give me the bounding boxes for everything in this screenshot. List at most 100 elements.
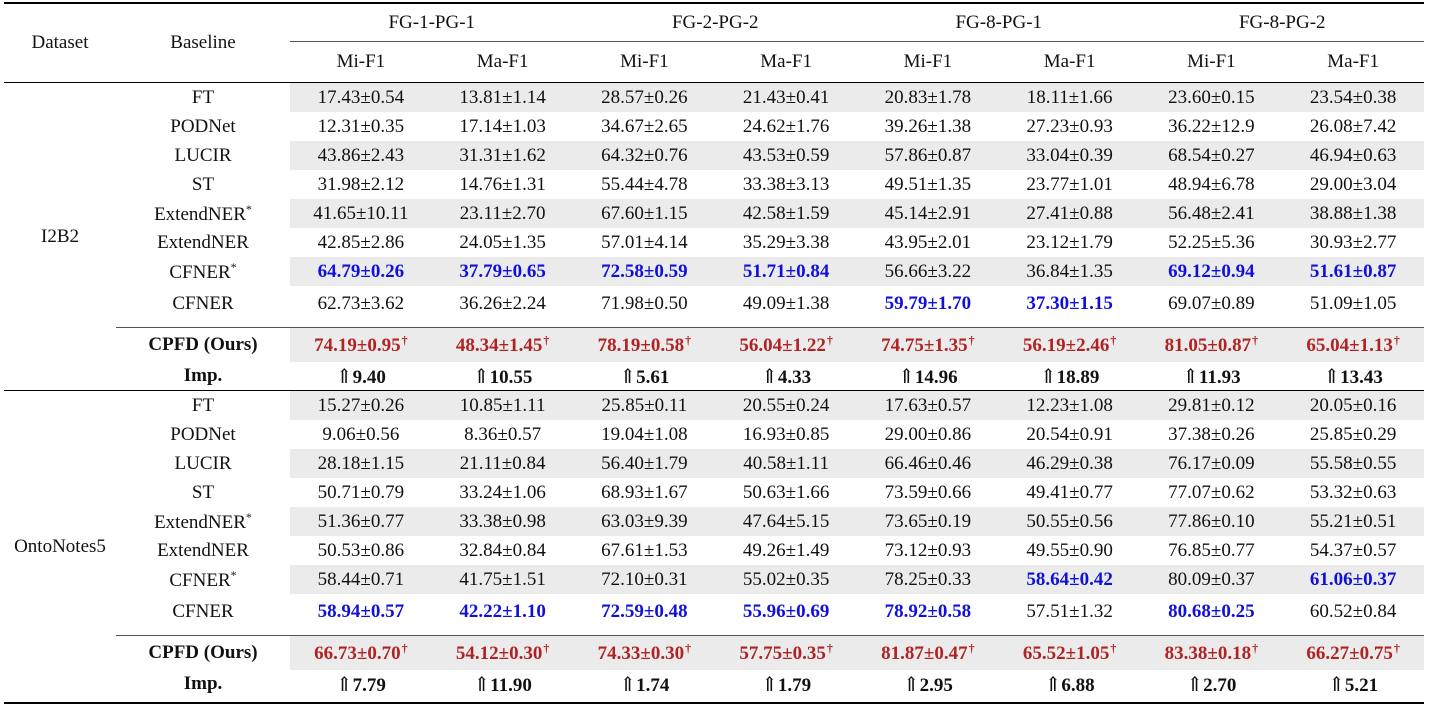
score-cell: 12.31±0.35 (290, 112, 432, 141)
up-arrow-icon: ⇑ (1186, 673, 1204, 696)
score-cell: 30.93±2.77 (1282, 228, 1424, 257)
ours-value: 74.75±1.35 (881, 335, 968, 356)
score-value: 23.77±1.01 (1026, 173, 1113, 195)
score-value: 49.51±1.35 (884, 173, 972, 195)
score-cell: 36.84±1.35 (998, 257, 1141, 286)
score-value: 58.44±0.71 (317, 568, 405, 590)
score-value: 29.81±0.12 (1168, 394, 1255, 416)
baseline-name: PODNet (116, 112, 290, 141)
score-value: 18.11±1.66 (1026, 86, 1113, 108)
score-cell: 23.12±1.79 (999, 228, 1141, 257)
improvement-cell: ⇑5.61 (573, 362, 716, 391)
ours-value: 66.73±0.70 (314, 643, 401, 664)
ours-value: 56.19±2.46 (1022, 335, 1110, 356)
score-value: 73.59±0.66 (884, 481, 972, 503)
score-value: 20.55±0.24 (742, 394, 830, 416)
score-cell: 17.43±0.54 (290, 82, 432, 112)
improvement-value: 18.89 (1056, 366, 1100, 388)
score-value: 68.54±0.27 (1168, 144, 1255, 166)
baseline-name-text: FT (191, 86, 215, 108)
table-row: ExtendNER* 41.65±10.11 23.11±2.70 67.60±1.1… (4, 199, 1424, 228)
score-value: 39.26±1.38 (884, 115, 972, 137)
improvement-value: 11.93 (1198, 366, 1241, 388)
improvement-value: 1.79 (777, 674, 812, 696)
score-value: 19.04±1.08 (601, 423, 688, 445)
score-value: 56.40±1.79 (601, 452, 688, 474)
score-value: 29.00±3.04 (1309, 173, 1397, 195)
score-value: 17.43±0.54 (317, 86, 405, 108)
score-cell: 20.05±0.16 (1282, 390, 1424, 420)
improvement-cell: ⇑2.95 (857, 670, 999, 704)
up-arrow-icon: ⇑ (473, 673, 491, 696)
results-table: Dataset Baseline FG-1-PG-1 FG-2-PG-2 FG-… (4, 2, 1424, 704)
baseline-name-text: CFNER (169, 569, 231, 591)
score-cell: 8.36±0.57 (432, 420, 574, 449)
score-cell: 58.94±0.57 (290, 594, 432, 636)
score-cell: 29.81±0.12 (1140, 390, 1283, 420)
score-cell: 23.77±1.01 (999, 170, 1141, 199)
improvement-value: 9.40 (352, 366, 386, 388)
up-arrow-icon: ⇑ (761, 673, 778, 696)
baseline-name: ExtendNER (116, 536, 290, 565)
score-cell: 81.87±0.47† (857, 635, 999, 670)
baseline-name-text: PODNet (170, 115, 236, 137)
score-cell: 36.26±2.24 (432, 286, 574, 328)
score-cell: 64.32±0.76 (573, 141, 716, 170)
score-value: 20.05±0.16 (1309, 394, 1397, 416)
score-cell: 73.59±0.66 (857, 478, 999, 507)
score-cell: 39.26±1.38 (857, 112, 999, 141)
score-cell: 69.12±0.94 (1140, 257, 1283, 286)
table-row: CFNER* 64.79±0.26 37.79±0.65 72.58±0.59 51.7… (4, 257, 1424, 286)
baseline-name-text: CFNER (172, 292, 234, 314)
improvement-cell: ⇑4.33 (715, 362, 857, 391)
table-row: CFNER 62.73±3.62 36.26±2.24 71.98±0.50 49.09… (4, 286, 1424, 328)
score-cell: 31.98±2.12 (290, 170, 432, 199)
header-metric: Mi-F1 (1140, 41, 1283, 83)
header-dataset: Dataset (4, 2, 116, 83)
score-cell: 49.09±1.38 (715, 286, 857, 328)
score-value: 23.54±0.38 (1309, 86, 1397, 108)
baseline-name: CFNER* (116, 565, 290, 594)
score-cell: 66.27±0.75† (1282, 635, 1424, 670)
baseline-name: PODNet (116, 420, 290, 449)
score-value: 72.10±0.31 (601, 568, 688, 590)
score-cell: 77.86±0.10 (1140, 507, 1283, 536)
dagger-mark: † (968, 641, 975, 655)
baseline-name-text: ExtendNER (157, 231, 249, 253)
improvement-row: Imp. ⇑9.40 ⇑10.55 ⇑5.61 ⇑4.33 ⇑14.96 ⇑18.89 ⇑11… (4, 362, 1424, 391)
ours-value: 66.27±0.75 (1306, 643, 1393, 664)
baseline-name: CPFD (Ours) (116, 327, 290, 362)
ours-value: 57.75±0.35 (739, 643, 826, 664)
up-arrow-icon: ⇑ (902, 673, 920, 696)
star-mark: * (230, 259, 237, 274)
score-value: 51.71±0.84 (742, 260, 830, 282)
score-cell: 15.27±0.26 (290, 390, 432, 420)
dagger-mark: † (1393, 641, 1400, 655)
score-value: 25.85±0.11 (601, 394, 688, 416)
score-value: 78.25±0.33 (884, 568, 972, 590)
score-cell: 49.55±0.90 (999, 536, 1141, 565)
score-value: 12.31±0.35 (317, 115, 405, 137)
ours-value: 74.33±0.30 (597, 643, 685, 664)
score-value: 31.31±1.62 (459, 144, 546, 166)
score-value: 31.98±2.12 (317, 173, 405, 195)
table-row: LUCIR 28.18±1.15 21.11±0.84 56.40±1.79 40.58… (4, 449, 1424, 478)
score-value: 27.41±0.88 (1026, 202, 1113, 224)
score-value: 43.53±0.59 (742, 144, 830, 166)
score-cell: 64.79±0.26 (290, 257, 432, 286)
score-value: 51.61±0.87 (1309, 260, 1397, 282)
score-cell: 67.61±1.53 (574, 536, 716, 565)
score-value: 46.94±0.63 (1309, 144, 1397, 166)
improvement-cell: ⇑14.96 (857, 362, 999, 391)
score-cell: 29.00±0.86 (857, 420, 999, 449)
score-value: 21.11±0.84 (459, 452, 546, 474)
score-value: 59.79±1.70 (884, 292, 972, 314)
baseline-name-text: CFNER (169, 261, 231, 283)
baseline-name: Imp. (116, 670, 290, 704)
improvement-cell: ⇑11.93 (1140, 362, 1283, 391)
score-cell: 58.44±0.71 (290, 565, 432, 594)
score-cell: 17.63±0.57 (857, 390, 999, 420)
score-cell: 27.41±0.88 (998, 199, 1141, 228)
score-cell: 76.85±0.77 (1141, 536, 1283, 565)
